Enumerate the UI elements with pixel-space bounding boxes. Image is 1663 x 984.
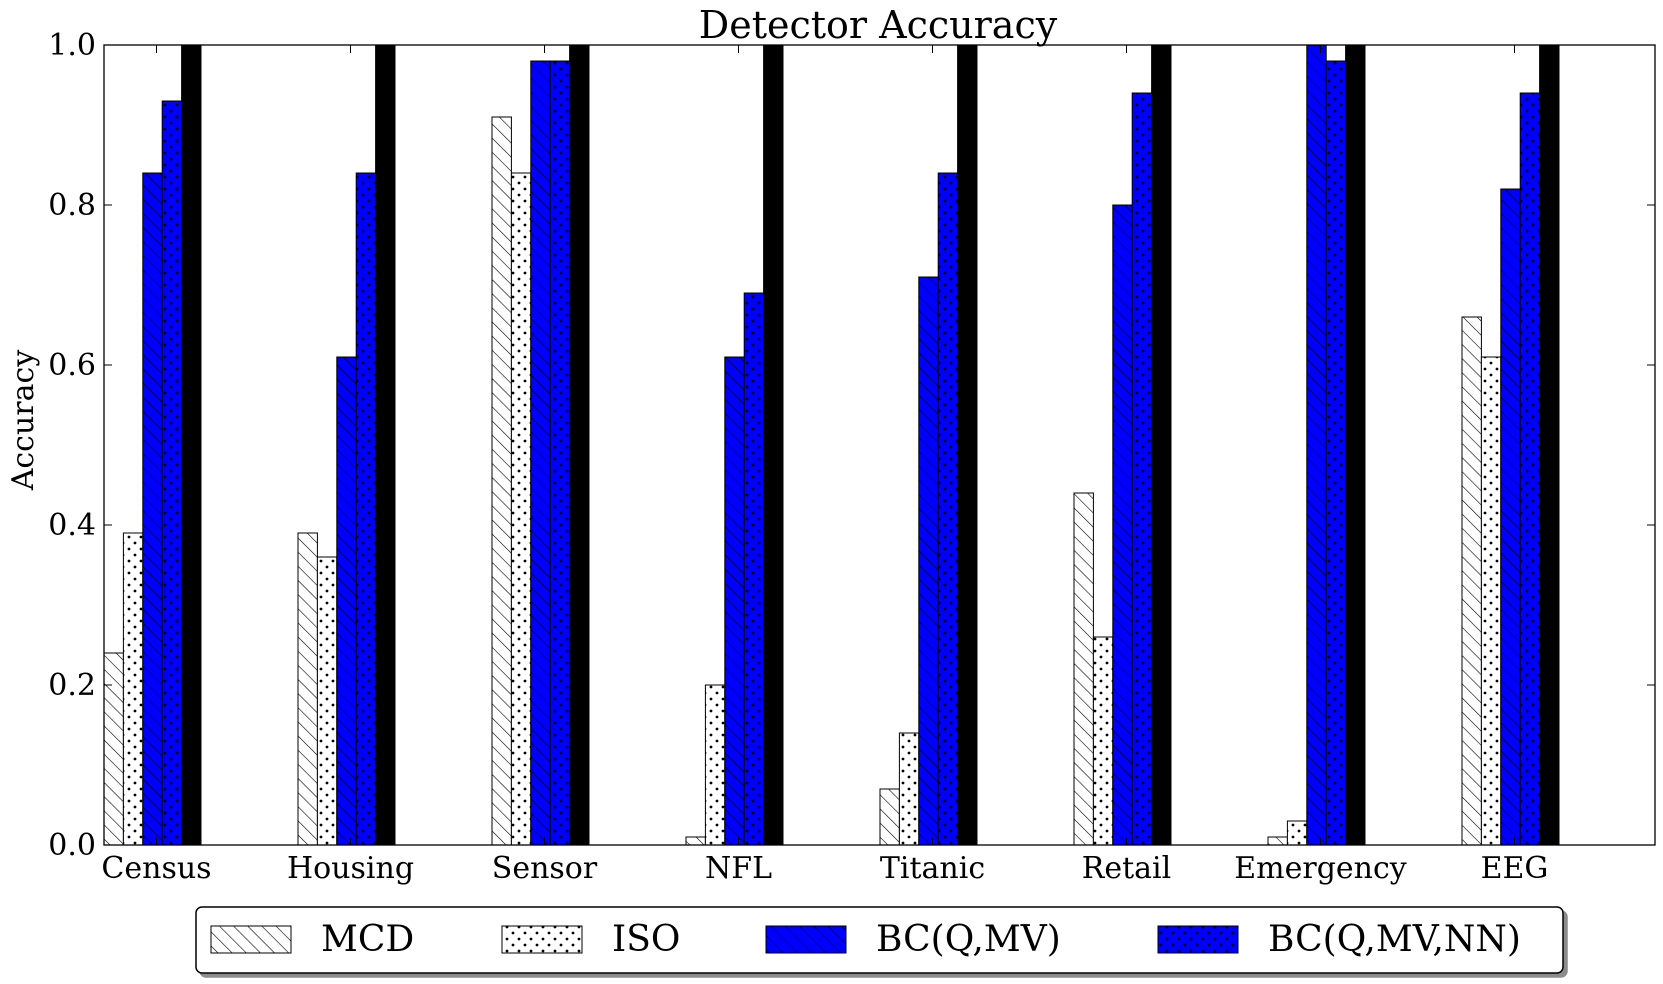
bar-nfl-series-4 — [743, 292, 765, 846]
legend: MCD ISO BC(Q,MV) BC(Q,MV,NN) — [195, 906, 1564, 974]
bar-housing-series-2 — [316, 556, 338, 846]
bar-housing-series-4 — [355, 172, 377, 846]
bar-housing-series-3 — [336, 356, 357, 846]
y-axis-label: Accuracy — [6, 350, 41, 492]
legend-swatch-4 — [1157, 925, 1239, 954]
y-tick-label: 0.4 — [48, 508, 96, 543]
bar-retail-series-1 — [1073, 492, 1094, 846]
y-tick-label: 0.8 — [48, 188, 96, 223]
bar-census-series-5 — [181, 44, 202, 846]
x-tick-label-nfl: NFL — [705, 851, 772, 886]
bars-group — [103, 44, 1560, 846]
bar-census-series-1 — [103, 652, 124, 846]
bar-housing-series-1 — [297, 532, 318, 846]
x-tick-label-titanic: Titanic — [880, 851, 985, 886]
bar-nfl-series-2 — [704, 684, 726, 846]
x-tick-label-retail: Retail — [1082, 851, 1171, 886]
bar-eeg-series-4 — [1519, 92, 1541, 846]
bar-emergency-series-4 — [1325, 60, 1347, 846]
legend-frame — [195, 906, 1564, 974]
bar-eeg-series-1 — [1461, 316, 1482, 846]
bar-retail-series-2 — [1092, 636, 1114, 846]
bar-titanic-series-1 — [879, 788, 900, 846]
bar-sensor-series-3 — [530, 60, 551, 846]
legend-swatch-3 — [765, 925, 847, 954]
legend-label-3: BC(Q,MV) — [876, 919, 1061, 960]
bar-nfl-series-3 — [724, 356, 745, 846]
x-tick-label-census: Census — [101, 851, 211, 886]
legend-label-1: MCD — [321, 919, 414, 960]
bar-census-series-4 — [161, 100, 183, 846]
bar-eeg-series-2 — [1480, 356, 1502, 846]
bar-sensor-series-1 — [491, 116, 512, 846]
y-tick-label: 0.0 — [48, 828, 96, 863]
bar-emergency-series-2 — [1286, 820, 1308, 846]
legend-label-4: BC(Q,MV,NN) — [1268, 919, 1521, 960]
bar-emergency-series-1 — [1267, 836, 1288, 846]
bar-sensor-series-5 — [569, 44, 590, 846]
bar-retail-series-5 — [1151, 44, 1172, 846]
bar-titanic-series-3 — [918, 276, 939, 846]
y-axis-ticks: 0.0 0.2 0.4 0.6 0.8 1.0 — [48, 28, 1655, 863]
bar-census-series-2 — [122, 532, 144, 846]
y-tick-label: 0.6 — [48, 348, 96, 383]
y-tick-label: 0.2 — [48, 668, 96, 703]
plot-frame — [103, 44, 1656, 846]
bar-titanic-series-2 — [898, 732, 920, 846]
bar-sensor-series-2 — [510, 172, 532, 846]
bar-sensor-series-4 — [549, 60, 571, 846]
bar-housing-series-5 — [375, 44, 396, 846]
legend-swatch-1 — [210, 925, 292, 954]
bar-eeg-series-5 — [1539, 44, 1560, 846]
bar-emergency-series-3 — [1306, 44, 1327, 846]
x-tick-label-housing: Housing — [287, 851, 414, 886]
bar-titanic-series-4 — [937, 172, 959, 846]
bar-census-series-3 — [142, 172, 163, 846]
bar-retail-series-4 — [1131, 92, 1153, 846]
y-tick-label: 1.0 — [48, 28, 96, 63]
bar-nfl-series-1 — [685, 836, 706, 846]
legend-label-2: ISO — [612, 919, 680, 960]
bar-nfl-series-5 — [763, 44, 784, 846]
x-tick-label-eeg: EEG — [1481, 851, 1549, 886]
chart-title: Detector Accuracy — [699, 3, 1058, 47]
bar-eeg-series-3 — [1500, 188, 1521, 846]
bar-retail-series-3 — [1112, 204, 1133, 846]
x-tick-label-sensor: Sensor — [492, 851, 598, 886]
x-axis-ticks: Census Housing Sensor NFL Titanic Retail Emerg… — [101, 45, 1548, 886]
bar-titanic-series-5 — [957, 44, 978, 846]
legend-swatch-2 — [501, 925, 583, 954]
x-tick-label-emergency: Emergency — [1234, 851, 1407, 886]
bar-emergency-series-5 — [1345, 44, 1366, 846]
